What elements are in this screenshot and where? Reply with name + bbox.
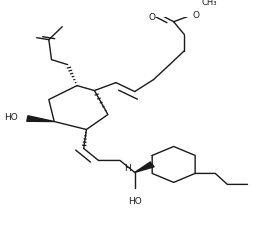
Text: H: H (124, 163, 131, 172)
Text: O: O (149, 13, 156, 22)
Text: HO: HO (4, 112, 18, 122)
Text: CH₃: CH₃ (202, 0, 217, 7)
Text: HO: HO (128, 197, 142, 206)
Polygon shape (135, 162, 154, 173)
Polygon shape (27, 116, 54, 122)
Text: O: O (193, 11, 200, 20)
